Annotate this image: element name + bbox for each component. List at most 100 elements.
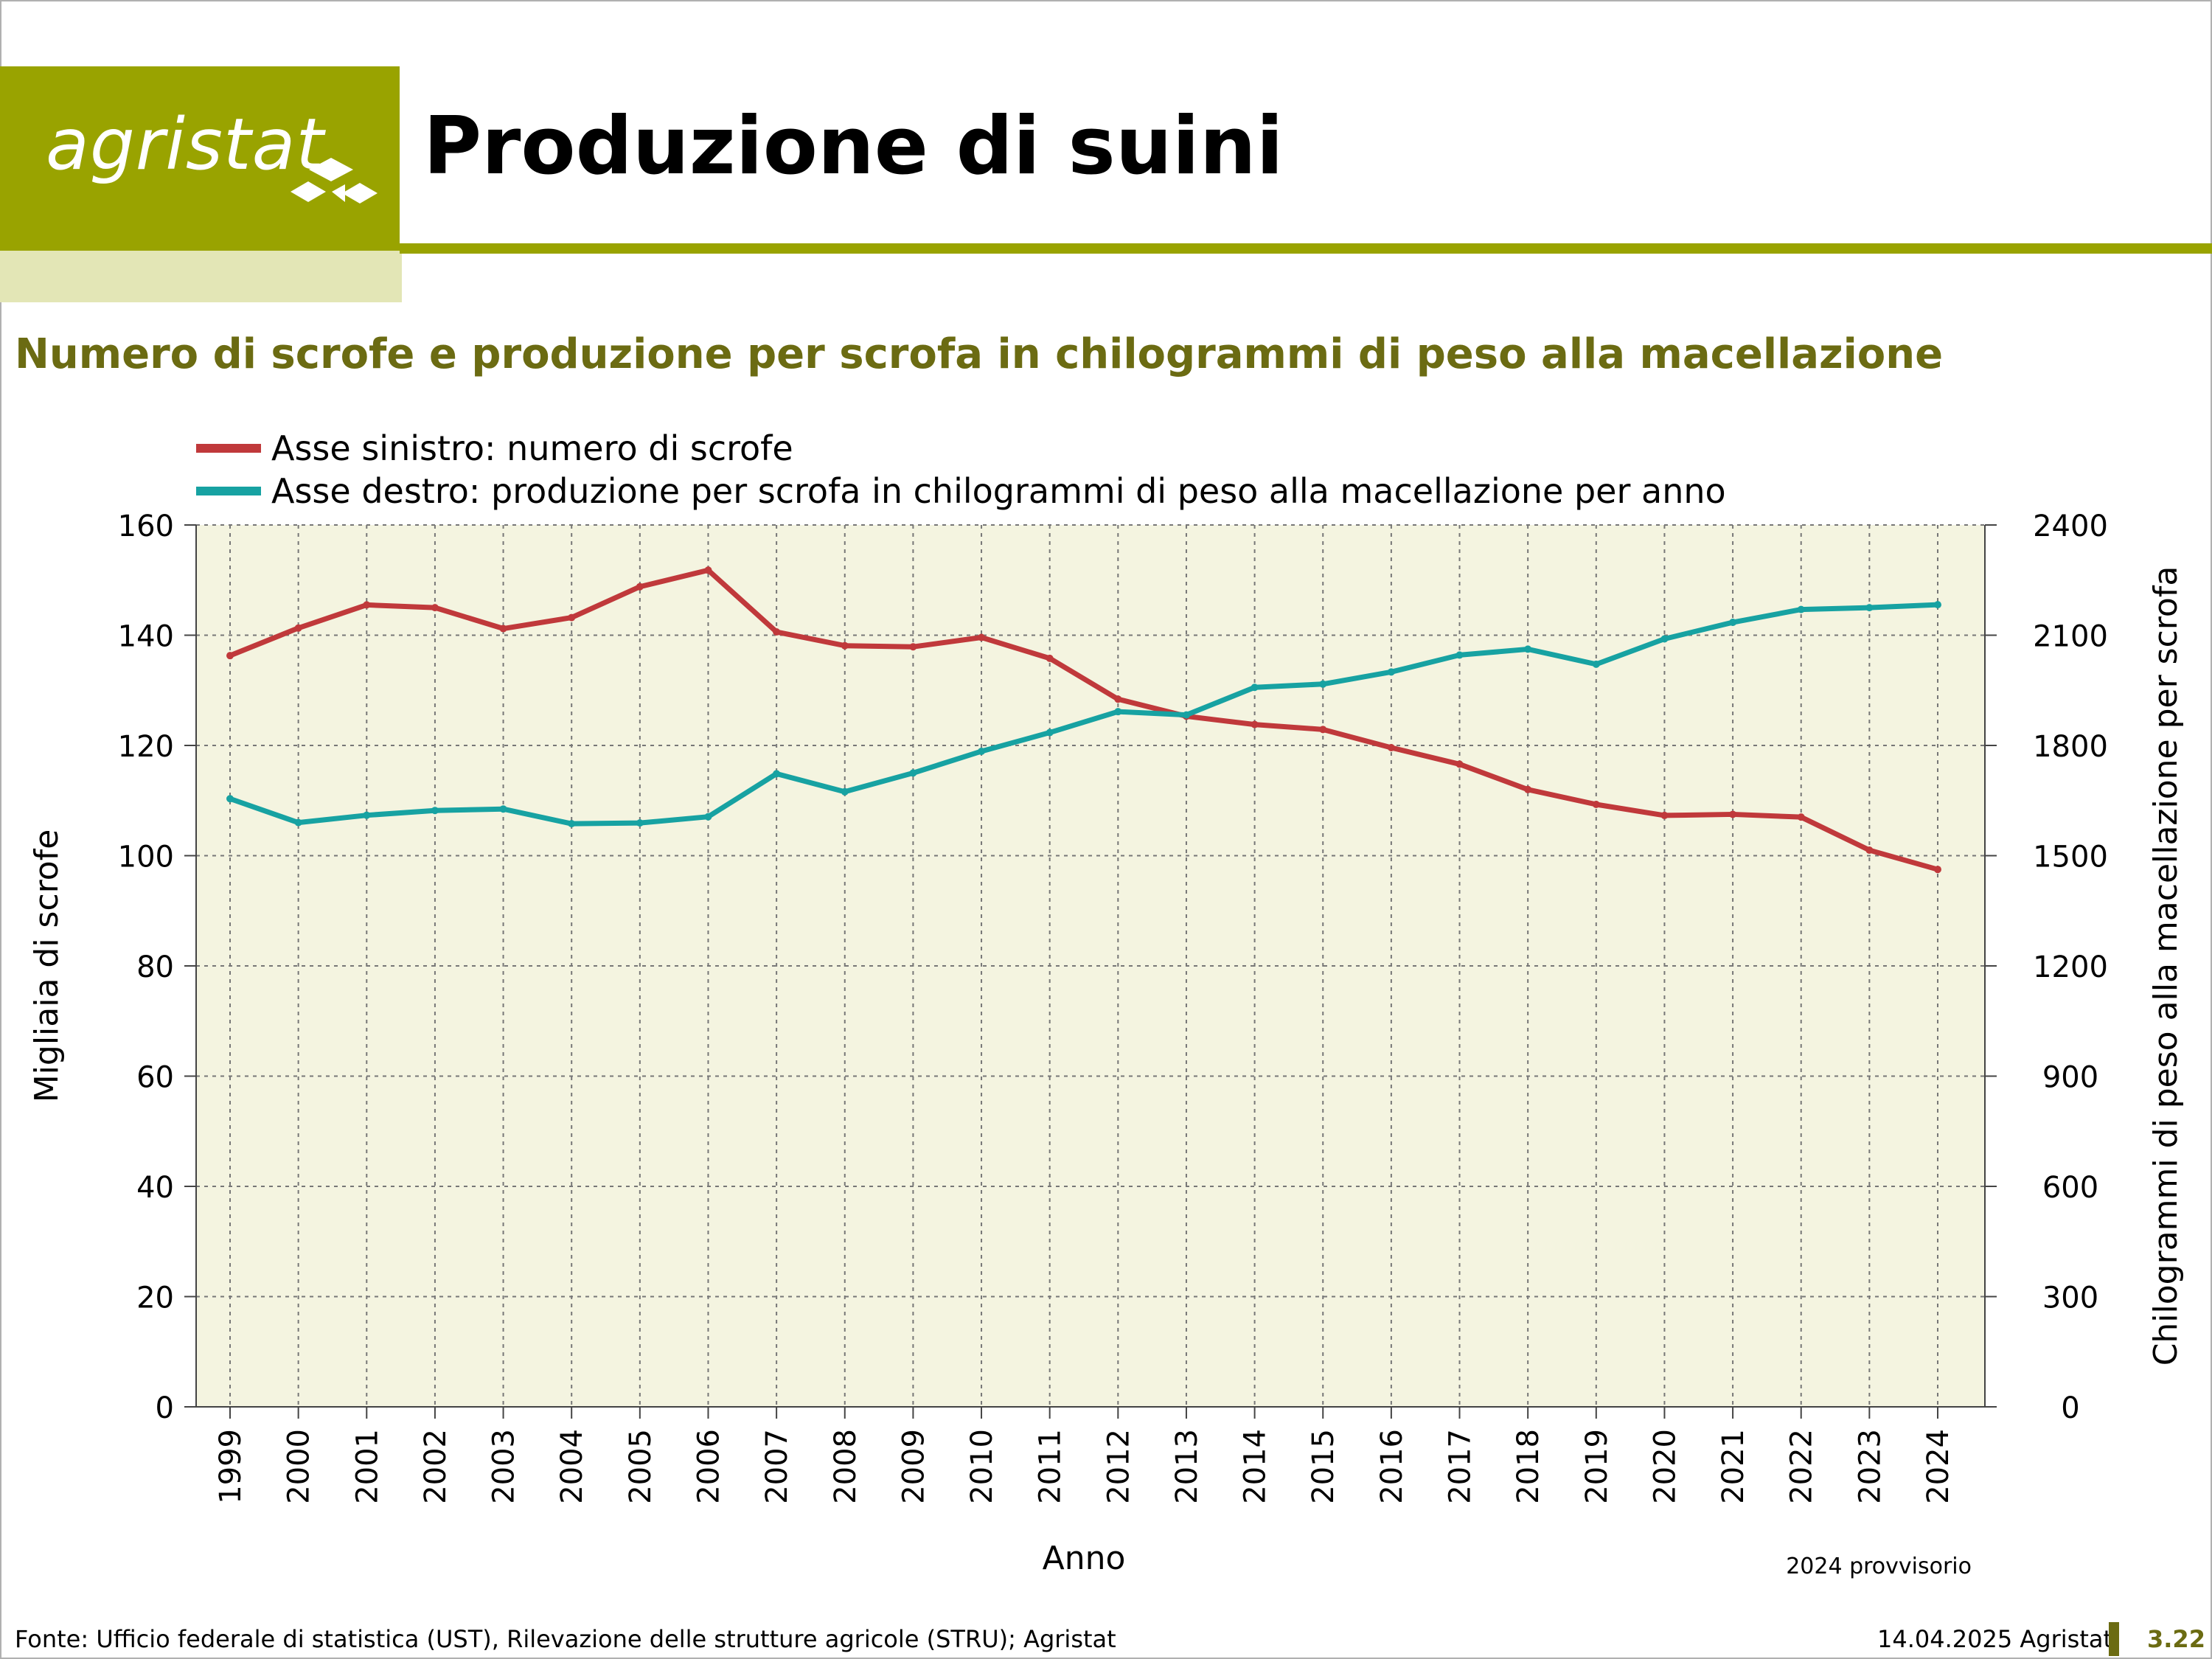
data-point xyxy=(1251,684,1259,692)
data-point xyxy=(1524,645,1532,653)
data-point xyxy=(1797,813,1805,821)
provisional-note: 2024 provvisorio xyxy=(1786,1554,1972,1579)
y-tick-label-right: 1500 xyxy=(2033,841,2108,874)
x-tick-label: 1999 xyxy=(214,1429,248,1504)
data-point xyxy=(841,641,849,650)
data-point xyxy=(1660,811,1669,819)
data-point xyxy=(773,628,781,636)
x-tick-label: 2017 xyxy=(1444,1429,1478,1504)
data-point xyxy=(909,643,917,651)
data-point xyxy=(226,795,234,803)
data-point xyxy=(909,769,917,777)
footer-divider xyxy=(2109,1622,2119,1656)
data-point xyxy=(1865,604,1874,612)
logo: agristat xyxy=(46,103,325,186)
y-tick-label-left: 160 xyxy=(118,509,174,543)
y-tick-label-left: 40 xyxy=(136,1171,174,1205)
y-tick-label-right: 300 xyxy=(2042,1281,2098,1315)
legend-label: Asse sinistro: numero di scrofe xyxy=(271,428,793,468)
x-tick-label: 2006 xyxy=(692,1429,726,1504)
data-point xyxy=(1182,711,1190,719)
y-tick-label-left: 140 xyxy=(118,620,174,654)
data-point xyxy=(704,813,712,821)
y-tick-label-left: 80 xyxy=(136,950,174,984)
data-point xyxy=(294,624,302,632)
data-point xyxy=(226,652,234,660)
data-point xyxy=(978,633,986,641)
series-line xyxy=(229,602,1938,827)
x-tick-label: 2000 xyxy=(282,1429,316,1504)
x-tick-label: 2013 xyxy=(1170,1429,1204,1504)
x-tick-label: 2024 xyxy=(1921,1429,1955,1504)
y-axis-title-left: Migliaia di scrofe xyxy=(28,830,66,1103)
data-point xyxy=(1934,601,1941,609)
x-tick-label: 2012 xyxy=(1102,1429,1135,1504)
data-point xyxy=(568,820,576,828)
x-tick-label: 2023 xyxy=(1853,1429,1887,1504)
x-tick-label: 2001 xyxy=(350,1429,384,1504)
data-point xyxy=(431,807,439,815)
page-number: 3.22 xyxy=(2147,1625,2205,1653)
data-point xyxy=(1660,635,1669,643)
logo-background xyxy=(0,66,400,251)
x-tick-label: 2016 xyxy=(1375,1429,1409,1504)
header-rule xyxy=(400,243,2212,254)
data-point xyxy=(499,625,507,633)
data-point xyxy=(636,582,644,591)
x-tick-label: 2009 xyxy=(897,1429,931,1504)
data-point xyxy=(978,747,986,755)
data-point xyxy=(1934,866,1941,874)
data-point xyxy=(704,566,712,574)
x-tick-label: 2008 xyxy=(829,1429,863,1504)
x-tick-label: 2022 xyxy=(1785,1429,1819,1504)
data-point xyxy=(1592,660,1600,668)
data-point xyxy=(499,805,507,813)
data-point xyxy=(1865,846,1874,855)
data-point xyxy=(1046,728,1054,737)
data-point xyxy=(1251,720,1259,728)
data-point xyxy=(1455,760,1464,768)
x-axis-title: Anno xyxy=(1043,1540,1126,1577)
series-line xyxy=(229,567,1938,872)
y-tick-label-right: 0 xyxy=(2061,1391,2079,1425)
y-tick-label-right: 2400 xyxy=(2033,509,2108,543)
y-tick-label-left: 120 xyxy=(118,730,174,764)
data-point xyxy=(1524,785,1532,793)
data-point xyxy=(1114,708,1122,716)
y-tick-label-right: 600 xyxy=(2042,1171,2098,1205)
y-tick-label-left: 20 xyxy=(136,1281,174,1315)
chart: 0 20 40 60 80 100 120 140 160 0 300 600 900 1200 1500 1… xyxy=(28,428,2185,1579)
x-tick-label: 2018 xyxy=(1512,1429,1545,1504)
x-tick-label: 2005 xyxy=(624,1429,658,1504)
x-tick-label: 2019 xyxy=(1580,1429,1614,1504)
y-tick-label-left: 100 xyxy=(118,841,174,874)
data-point xyxy=(636,819,644,827)
data-point xyxy=(773,770,781,778)
y-tick-label-right: 900 xyxy=(2042,1061,2098,1095)
footer-date: 14.04.2025 Agristat xyxy=(1877,1625,2113,1653)
x-tick-label: 2007 xyxy=(760,1429,794,1504)
x-tick-label: 2002 xyxy=(419,1429,453,1504)
data-point xyxy=(568,613,576,622)
x-tick-label: 2011 xyxy=(1034,1429,1068,1504)
x-tick-label: 2021 xyxy=(1717,1429,1750,1504)
x-tick-label: 2020 xyxy=(1648,1429,1682,1504)
data-point xyxy=(1114,695,1122,703)
data-point xyxy=(1455,651,1464,659)
page-title: Produzione di suini xyxy=(423,100,1284,192)
data-point xyxy=(1729,810,1737,818)
source-note: Fonte: Ufficio federale di statistica (U… xyxy=(15,1625,1116,1653)
legend-label: Asse destro: produzione per scrofa in ch… xyxy=(271,471,1726,511)
data-point xyxy=(431,604,439,612)
data-point xyxy=(1387,743,1395,751)
data-point xyxy=(1729,619,1737,627)
data-point xyxy=(1319,680,1327,688)
data-point xyxy=(294,818,302,827)
data-point xyxy=(1387,668,1395,676)
x-tick-label: 2015 xyxy=(1307,1429,1340,1504)
logo-diamonds-icon xyxy=(291,158,378,204)
y-tick-label-left: 0 xyxy=(156,1391,174,1425)
data-point xyxy=(1592,800,1600,808)
y-axis-title-right: Chilogrammi di peso alla macellazione pe… xyxy=(2147,566,2185,1366)
